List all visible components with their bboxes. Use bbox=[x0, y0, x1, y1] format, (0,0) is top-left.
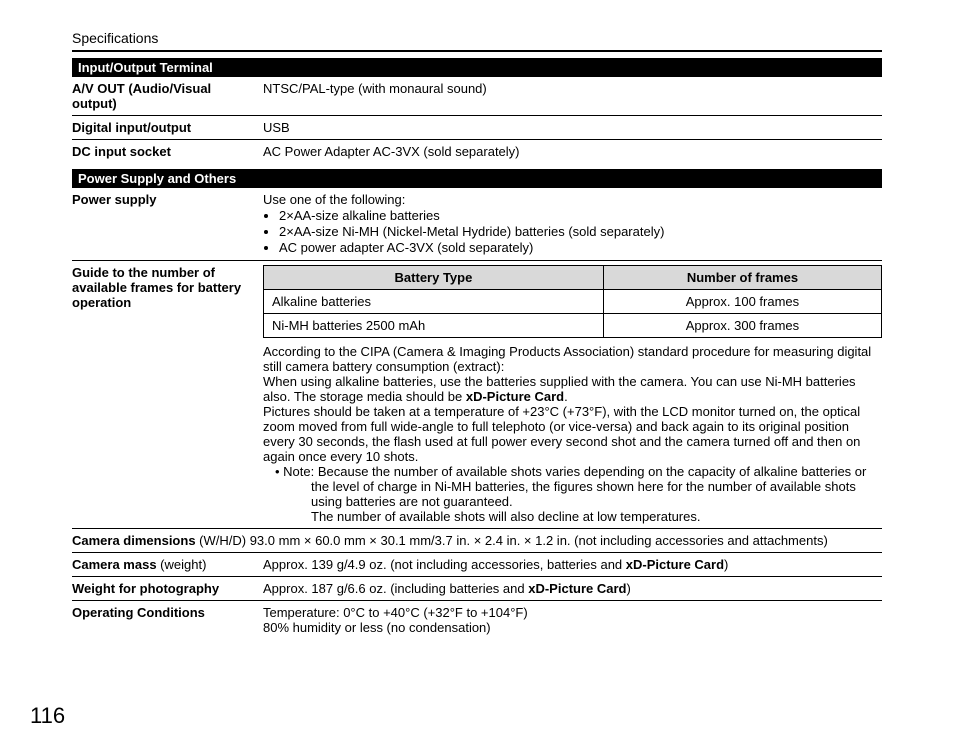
spec-label: Guide to the number of available frames … bbox=[72, 261, 263, 529]
section-heading-power: Power Supply and Others bbox=[72, 169, 882, 188]
list-item: AC power adapter AC-3VX (sold separately… bbox=[279, 240, 882, 255]
page-number: 116 bbox=[30, 703, 65, 729]
page: Specifications Input/Output Terminal A/V… bbox=[0, 0, 954, 755]
spec-table-power: Power supply Use one of the following: 2… bbox=[72, 188, 882, 639]
note-text: • Note: Because the number of available … bbox=[263, 464, 882, 509]
spec-label: Operating Conditions bbox=[72, 601, 263, 640]
table-header: Battery Type bbox=[264, 266, 604, 290]
page-title: Specifications bbox=[72, 30, 882, 46]
list-item: 2×AA-size Ni-MH (Nickel-Metal Hydride) b… bbox=[279, 224, 882, 239]
power-intro: Use one of the following: bbox=[263, 192, 882, 207]
section-heading-io: Input/Output Terminal bbox=[72, 58, 882, 77]
spec-label: DC input socket bbox=[72, 140, 263, 164]
spec-value: Approx. 187 g/6.6 oz. (including batteri… bbox=[263, 577, 882, 601]
spec-label: Power supply bbox=[72, 188, 263, 261]
spec-value: AC Power Adapter AC-3VX (sold separately… bbox=[263, 140, 882, 164]
spec-value: Approx. 139 g/4.9 oz. (not including acc… bbox=[263, 553, 882, 577]
battery-table: Battery TypeNumber of frames Alkaline ba… bbox=[263, 265, 882, 338]
table-cell: Ni-MH batteries 2500 mAh bbox=[264, 314, 604, 338]
table-cell: Alkaline batteries bbox=[264, 290, 604, 314]
note-text: The number of available shots will also … bbox=[263, 509, 882, 524]
table-cell: Approx. 300 frames bbox=[603, 314, 881, 338]
spec-value: NTSC/PAL-type (with monaural sound) bbox=[263, 77, 882, 116]
spec-label: Weight for photography bbox=[72, 577, 263, 601]
note-text: Pictures should be taken at a temperatur… bbox=[263, 404, 882, 464]
spec-label: Digital input/output bbox=[72, 116, 263, 140]
spec-value: Use one of the following: 2×AA-size alka… bbox=[263, 188, 882, 261]
table-header: Number of frames bbox=[603, 266, 881, 290]
spec-value: USB bbox=[263, 116, 882, 140]
spec-table-io: A/V OUT (Audio/Visual output)NTSC/PAL-ty… bbox=[72, 77, 882, 163]
note-text: When using alkaline batteries, use the b… bbox=[263, 374, 882, 404]
spec-label: A/V OUT (Audio/Visual output) bbox=[72, 77, 263, 116]
spec-label: Camera mass (weight) bbox=[72, 553, 263, 577]
spec-value: Battery TypeNumber of frames Alkaline ba… bbox=[263, 261, 882, 529]
spec-label: Camera dimensions (W/H/D) 93.0 mm × 60.0… bbox=[72, 529, 882, 553]
list-item: 2×AA-size alkaline batteries bbox=[279, 208, 882, 223]
spec-value: Temperature: 0°C to +40°C (+32°F to +104… bbox=[263, 601, 882, 640]
table-cell: Approx. 100 frames bbox=[603, 290, 881, 314]
note-text: According to the CIPA (Camera & Imaging … bbox=[263, 344, 882, 374]
